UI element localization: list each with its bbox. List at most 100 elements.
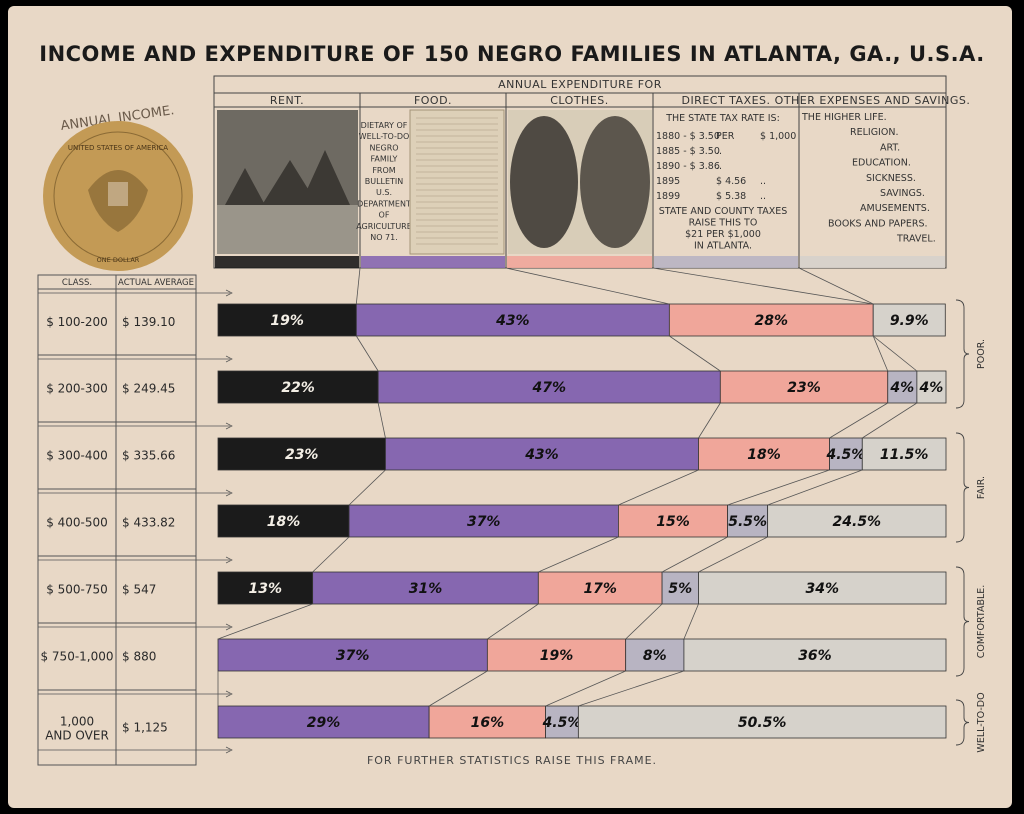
other-expense-item: TRAVEL.: [896, 234, 936, 245]
bar-segment-other: [872, 303, 946, 337]
tax-line-mid: ..: [716, 146, 722, 157]
tax-line-mid: $ 5.38: [716, 191, 746, 202]
other-expense-item: THE HIGHER LIFE.: [801, 112, 887, 123]
bar-label-other: 50.5%: [738, 715, 787, 731]
bar-connector-line: [652, 267, 874, 305]
bar-connector-line: [355, 335, 379, 372]
bar-label-other: 11.5%: [880, 447, 929, 463]
average-value: $ 249.45: [122, 382, 175, 396]
food-note-line: BULLETIN: [365, 177, 404, 186]
group-label: POOR.: [976, 339, 987, 369]
other-expense-item: ART.: [880, 142, 900, 153]
bar-row: 23% 43% 18% 4.5% 11.5%: [217, 437, 947, 471]
bar-segment-clothes: [537, 571, 663, 605]
food-note-line: OF: [379, 211, 390, 220]
average-value: $ 335.66: [122, 449, 175, 463]
average-value: $ 880: [122, 650, 156, 664]
bar-connector-line: [312, 536, 350, 573]
bar-row: 13% 31% 17% 5% 34%: [217, 571, 947, 605]
tax-line-rate: $ 1,000: [760, 131, 796, 142]
average-header: ACTUAL AVERAGE: [118, 278, 194, 288]
header-color-swatch-other: [800, 256, 945, 268]
bar-segment-food: [217, 705, 430, 739]
tax-line-mid: PER: [716, 131, 735, 142]
group-bracket: [955, 566, 970, 677]
bar-segment-food: [217, 638, 488, 672]
bar-segment-other: [861, 437, 947, 471]
bar-row: 37% 19% 8% 36%: [217, 638, 947, 672]
tax-line-rate: ..: [760, 191, 766, 202]
expenditure-header: ANNUAL EXPENDITURE FOR RENT. FOOD. CLOTHES…: [213, 75, 970, 269]
other-expense-item: EDUCATION.: [852, 158, 911, 169]
stacked-bars: 19% 43% 28% 9.9% 22% 47% 23% 4% 4% 23% 43% 18% 4.5% 1…: [217, 303, 947, 739]
bar-connector-line: [217, 603, 313, 640]
bar-label-rent: 13%: [249, 581, 283, 597]
bar-segment-taxes: [661, 571, 699, 605]
bar-segment-food: [312, 571, 539, 605]
column-header-clothes: CLOTHES.: [550, 94, 609, 107]
bar-segment-taxes: [829, 437, 863, 471]
bar-label-rent: 22%: [281, 380, 315, 396]
bar-connector-line: [767, 469, 863, 506]
bar-label-taxes: 4.5%: [542, 715, 582, 731]
bar-label-clothes: 18%: [747, 447, 781, 463]
portrait-boy: [510, 116, 578, 248]
bar-row: 22% 47% 23% 4% 4%: [217, 370, 947, 404]
bar-connector-line: [727, 469, 830, 506]
tax-line-mid: ..: [716, 161, 722, 172]
bar-row: 19% 43% 28% 9.9%: [217, 303, 946, 337]
group-label: COMFORTABLE.: [976, 585, 987, 659]
food-note-line: NO 71.: [370, 233, 398, 242]
bar-segment-food: [348, 504, 619, 538]
tax-note-line: RAISE THIS TO: [689, 218, 758, 229]
bar-label-food: 37%: [336, 648, 370, 664]
arrow-head-icon: [225, 690, 233, 698]
food-note-line: AGRICULTURE: [356, 222, 412, 231]
bar-segment-other: [767, 504, 947, 538]
arrow-head-icon: [225, 623, 233, 631]
tax-line-year: 1899: [656, 191, 680, 202]
tax-line-rate: ..: [760, 176, 766, 187]
bar-label-taxes: 5.5%: [728, 514, 767, 530]
bar-label-food: 47%: [531, 380, 566, 396]
bar-label-clothes: 19%: [540, 648, 574, 664]
bar-connector-line: [698, 402, 721, 439]
bar-label-taxes: 4%: [889, 380, 914, 396]
column-header-taxes: DIRECT TAXES.: [681, 94, 770, 107]
group-label: FAIR.: [976, 476, 987, 499]
average-value: $ 433.82: [122, 516, 175, 530]
bar-label-other: 34%: [805, 581, 839, 597]
shield-icon: [108, 182, 128, 206]
arrow-head-icon: [225, 355, 233, 363]
bar-connector-line: [698, 536, 768, 573]
bar-connector-line: [538, 536, 619, 573]
bar-label-other: 24.5%: [833, 514, 882, 530]
bar-connector-line: [545, 670, 626, 707]
group-brackets: POOR. FAIR. COMFORTABLE. WELL-TO-DO: [955, 299, 987, 753]
bar-segment-rent: [217, 370, 379, 404]
header-color-swatch-rent: [215, 256, 359, 268]
class-label: $ 200-300: [46, 382, 108, 396]
group-bracket: [955, 299, 970, 409]
bar-connector-line: [661, 536, 728, 573]
annual-income-seal: ANNUAL INCOME. UNITED STATES OF AMERICA …: [43, 103, 193, 271]
food-note-line: FROM: [372, 166, 395, 175]
bar-label-rent: 23%: [285, 447, 319, 463]
column-header-food: FOOD.: [414, 94, 452, 107]
class-label: $ 300-400: [46, 449, 108, 463]
bar-segment-taxes: [727, 504, 769, 538]
bar-segment-rent: [217, 437, 386, 471]
bar-connector-line: [618, 469, 699, 506]
bar-segment-other: [698, 571, 947, 605]
tax-note-line: STATE AND COUNTY TAXES: [659, 206, 788, 217]
bar-label-taxes: 4.5%: [825, 447, 865, 463]
class-label: AND OVER: [45, 729, 109, 743]
other-expense-item: AMUSEMENTS.: [860, 203, 930, 214]
bar-connector-line: [669, 335, 721, 372]
chart-title: INCOME AND EXPENDITURE OF 150 NEGRO FAMI…: [39, 42, 985, 66]
bar-segment-other: [683, 638, 947, 672]
bar-label-other: 4%: [919, 380, 944, 396]
arrow-head-icon: [225, 556, 233, 564]
header-color-swatch-taxes: [654, 256, 798, 268]
